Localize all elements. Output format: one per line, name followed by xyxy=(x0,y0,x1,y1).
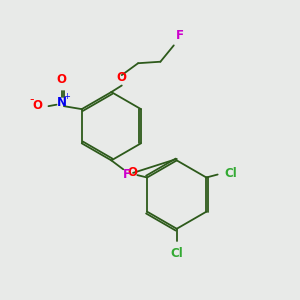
Text: O: O xyxy=(128,167,138,179)
Text: N: N xyxy=(57,96,67,109)
Text: O: O xyxy=(32,99,43,112)
Text: F: F xyxy=(176,29,184,42)
Text: O: O xyxy=(57,73,67,86)
Text: -: - xyxy=(30,93,34,106)
Text: Cl: Cl xyxy=(170,247,183,260)
Text: Cl: Cl xyxy=(224,167,237,180)
Text: F: F xyxy=(123,168,131,181)
Text: +: + xyxy=(64,92,70,101)
Text: O: O xyxy=(117,71,127,84)
